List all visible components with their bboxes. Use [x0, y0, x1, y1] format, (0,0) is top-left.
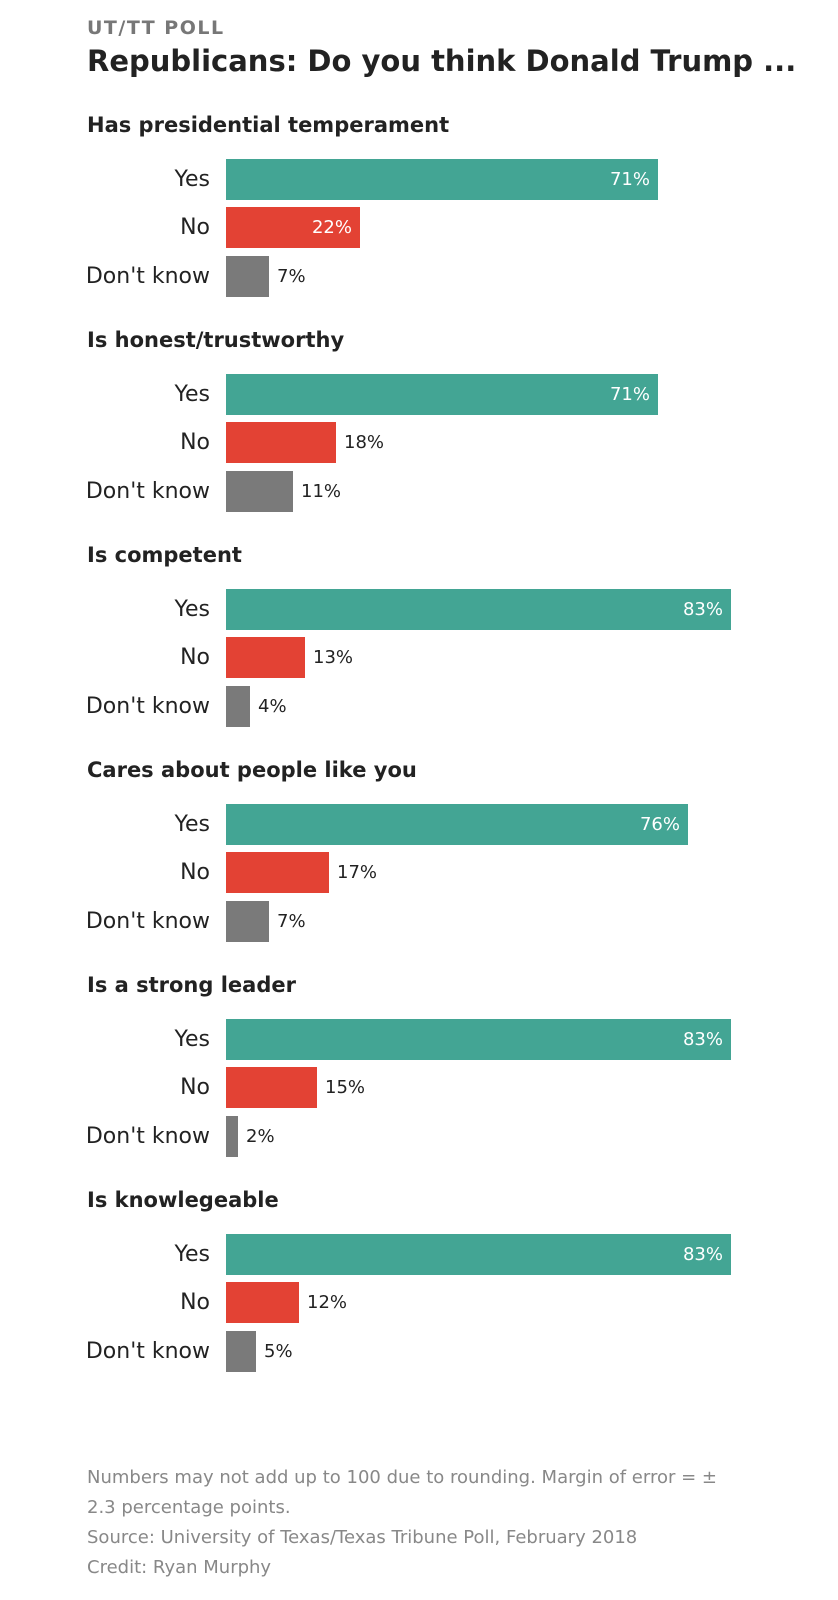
data-label: 2% — [246, 1126, 275, 1147]
bar-no — [226, 207, 360, 248]
data-label: 5% — [264, 1341, 293, 1362]
category-label: Don't know — [85, 909, 210, 934]
bar-row-no: No 13% — [0, 637, 838, 678]
data-label: 83% — [682, 1029, 723, 1050]
bar-row-yes: Yes 83% — [0, 1234, 838, 1275]
category-label: Yes — [174, 812, 210, 837]
poll-kicker: UT/TT POLL — [87, 17, 225, 39]
category-label: Don't know — [85, 1124, 210, 1149]
bar-yes — [226, 804, 688, 845]
data-label: 7% — [277, 911, 306, 932]
bar-yes — [226, 1019, 731, 1060]
bar-dont-know — [226, 1116, 238, 1157]
question-group: Has presidential temperament Yes 71% No 22% D… — [0, 113, 838, 313]
question-title: Has presidential temperament — [87, 113, 450, 137]
bar-row-yes: Yes 83% — [0, 1019, 838, 1060]
category-label: Don't know — [85, 694, 210, 719]
data-label: 4% — [258, 696, 287, 717]
bar-yes — [226, 159, 658, 200]
data-label: 17% — [337, 862, 378, 883]
bar-yes — [226, 589, 731, 630]
bar-yes — [226, 374, 658, 415]
bar-row-dont-know: Don't know 11% — [0, 471, 838, 512]
data-label: 11% — [301, 481, 342, 502]
bar-row-dont-know: Don't know 7% — [0, 256, 838, 297]
question-title: Is a strong leader — [87, 973, 296, 997]
category-label: Yes — [174, 1242, 210, 1267]
category-label: No — [180, 1290, 210, 1315]
question-group: Is competent Yes 83% No 13% Don't know 4% — [0, 543, 838, 743]
data-label: 13% — [313, 647, 354, 668]
bar-row-dont-know: Don't know 2% — [0, 1116, 838, 1157]
data-label: 22% — [311, 217, 352, 238]
bar-row-dont-know: Don't know 4% — [0, 686, 838, 727]
bar-row-no: No 18% — [0, 422, 838, 463]
bar-dont-know — [226, 901, 269, 942]
category-label: Yes — [174, 382, 210, 407]
question-title: Is honest/trustworthy — [87, 328, 345, 352]
credit-note: Credit: Ryan Murphy — [87, 1557, 272, 1578]
question-group: Is knowlegeable Yes 83% No 12% Don't know 5% — [0, 1188, 838, 1388]
data-label: 15% — [325, 1077, 366, 1098]
chart-title: Republicans: Do you think Donald Trump .… — [87, 44, 797, 78]
question-group: Is a strong leader Yes 83% No 15% Don't know 2… — [0, 973, 838, 1173]
bar-row-no: No 15% — [0, 1067, 838, 1108]
category-label: No — [180, 430, 210, 455]
bar-row-yes: Yes 71% — [0, 159, 838, 200]
data-label: 7% — [277, 266, 306, 287]
bar-no — [226, 852, 329, 893]
bar-dont-know — [226, 686, 250, 727]
data-label: 76% — [639, 814, 680, 835]
data-label: 83% — [682, 599, 723, 620]
question-title: Is knowlegeable — [87, 1188, 279, 1212]
question-group: Cares about people like you Yes 76% No 17% Do… — [0, 758, 838, 958]
data-label: 71% — [609, 169, 650, 190]
question-title: Is competent — [87, 543, 242, 567]
category-label: No — [180, 645, 210, 670]
bar-dont-know — [226, 471, 293, 512]
category-label: Don't know — [85, 479, 210, 504]
bar-row-no: No 12% — [0, 1282, 838, 1323]
category-label: Yes — [174, 1027, 210, 1052]
category-label: No — [180, 215, 210, 240]
data-label: 12% — [307, 1292, 348, 1313]
bar-row-yes: Yes 83% — [0, 589, 838, 630]
category-label: No — [180, 1075, 210, 1100]
bar-dont-know — [226, 1331, 256, 1372]
bar-row-dont-know: Don't know 7% — [0, 901, 838, 942]
bar-no — [226, 637, 305, 678]
data-label: 18% — [344, 432, 385, 453]
bar-dont-know — [226, 256, 269, 297]
bar-row-no: No 17% — [0, 852, 838, 893]
category-label: No — [180, 860, 210, 885]
bar-no — [226, 1067, 317, 1108]
category-label: Don't know — [85, 1339, 210, 1364]
category-label: Don't know — [85, 264, 210, 289]
data-label: 71% — [609, 384, 650, 405]
bar-no — [226, 422, 336, 463]
bar-row-dont-know: Don't know 5% — [0, 1331, 838, 1372]
bar-yes — [226, 1234, 731, 1275]
question-title: Cares about people like you — [87, 758, 417, 782]
bar-no — [226, 1282, 299, 1323]
question-group: Is honest/trustworthy Yes 71% No 18% Don't kn… — [0, 328, 838, 528]
chart-notes: Numbers may not add up to 100 due to rou… — [87, 1463, 747, 1583]
data-label: 83% — [682, 1244, 723, 1265]
category-label: Yes — [174, 167, 210, 192]
bar-row-yes: Yes 76% — [0, 804, 838, 845]
category-label: Yes — [174, 597, 210, 622]
bar-row-yes: Yes 71% — [0, 374, 838, 415]
source-note: Source: University of Texas/Texas Tribun… — [87, 1527, 638, 1548]
rounding-note: Numbers may not add up to 100 due to rou… — [87, 1467, 717, 1518]
bar-row-no: No 22% — [0, 207, 838, 248]
